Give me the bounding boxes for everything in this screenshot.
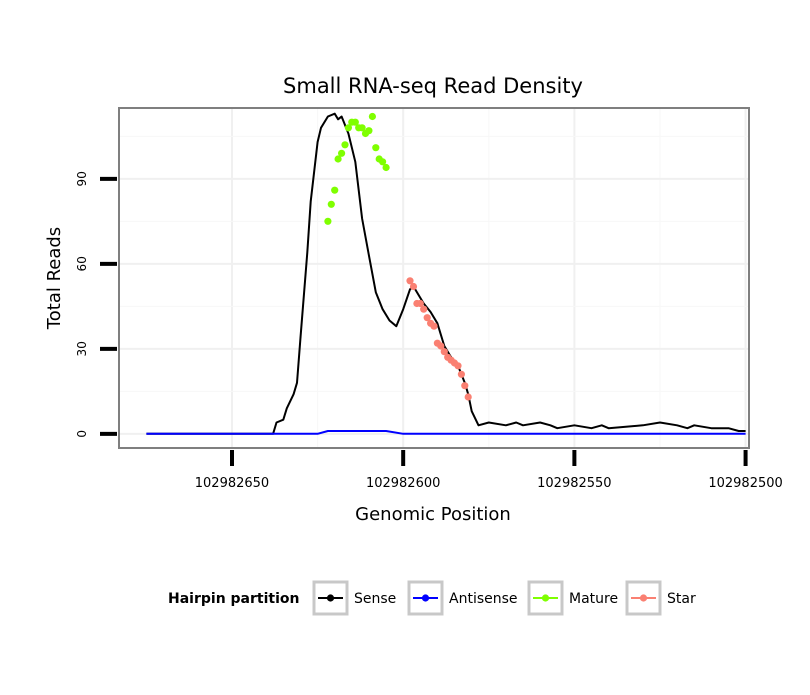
legend-item-mature: Mature	[527, 580, 618, 616]
data-point-mature	[334, 155, 342, 163]
series-line-sense	[146, 112, 746, 435]
plot-panel	[118, 107, 750, 449]
data-point-mature	[382, 163, 390, 172]
legend: Hairpin partition Sense Antisense Mature St…	[168, 580, 696, 616]
data-point-star	[437, 342, 445, 350]
legend-label-mature: Mature	[569, 591, 618, 607]
data-point-star	[464, 393, 472, 401]
y-axis-label: Total Reads	[44, 227, 65, 330]
data-point-mature	[372, 144, 380, 152]
legend-title: Hairpin partition	[168, 591, 299, 607]
data-point-star	[420, 305, 428, 313]
legend-swatch-point	[639, 594, 648, 602]
grid-lines	[120, 109, 748, 447]
data-point-star	[430, 322, 438, 330]
legend-label-star: Star	[667, 591, 696, 607]
x-axis-label: Genomic Position	[355, 504, 511, 525]
data-point-star	[409, 282, 418, 291]
data-point-mature	[365, 127, 373, 135]
data-point-star	[406, 277, 414, 285]
x-tick-label: 102982550	[537, 476, 611, 491]
y-tick-label: 90	[75, 171, 89, 186]
series-line-antisense	[146, 430, 746, 435]
series-points	[324, 112, 472, 401]
y-tick-label: 30	[75, 341, 89, 356]
legend-swatch-point	[541, 594, 550, 602]
x-tick-label: 102982600	[366, 476, 440, 491]
legend-swatch-point	[421, 594, 430, 602]
legend-swatch-point	[326, 594, 335, 602]
data-point-mature	[338, 149, 346, 157]
legend-label-antisense: Antisense	[449, 591, 518, 607]
data-point-mature	[358, 124, 366, 132]
data-point-mature	[368, 112, 376, 121]
chart-title: Small RNA-seq Read Density	[283, 74, 583, 98]
legend-item-star: Star	[625, 580, 696, 616]
y-tick-label: 0	[75, 430, 89, 438]
legend-label-sense: Sense	[354, 591, 396, 607]
data-point-star	[454, 362, 462, 370]
data-point-star	[423, 314, 431, 322]
x-tick-label: 102982500	[708, 476, 782, 491]
data-point-mature	[324, 217, 332, 225]
data-point-mature	[331, 186, 339, 194]
data-point-mature	[327, 200, 335, 208]
data-point-mature	[379, 158, 387, 166]
data-point-star	[461, 382, 469, 390]
x-tick-label: 102982650	[195, 476, 269, 491]
legend-item-antisense: Antisense	[407, 580, 518, 616]
y-tick-label: 60	[75, 256, 89, 271]
data-point-star	[416, 299, 424, 308]
series-lines	[146, 112, 746, 435]
data-point-mature	[341, 141, 349, 149]
data-point-star	[457, 370, 465, 378]
y-axis: 0 30 60 90	[75, 171, 117, 438]
data-point-mature	[351, 118, 359, 126]
data-point-mature	[344, 124, 352, 132]
data-point-star	[440, 348, 448, 356]
x-axis: 102982650 102982600 102982550 102982500	[195, 450, 783, 491]
legend-item-sense: Sense	[312, 580, 396, 616]
